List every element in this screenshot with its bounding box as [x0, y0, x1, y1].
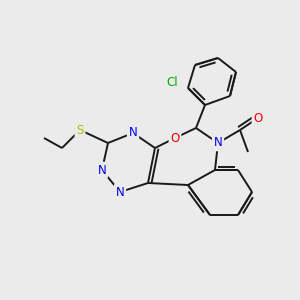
Text: N: N	[98, 164, 106, 176]
Text: O: O	[254, 112, 262, 124]
Text: N: N	[129, 127, 137, 140]
Text: N: N	[214, 136, 222, 149]
Text: N: N	[116, 185, 124, 199]
Text: O: O	[170, 131, 180, 145]
Text: S: S	[76, 124, 84, 136]
Text: Cl: Cl	[166, 76, 178, 88]
